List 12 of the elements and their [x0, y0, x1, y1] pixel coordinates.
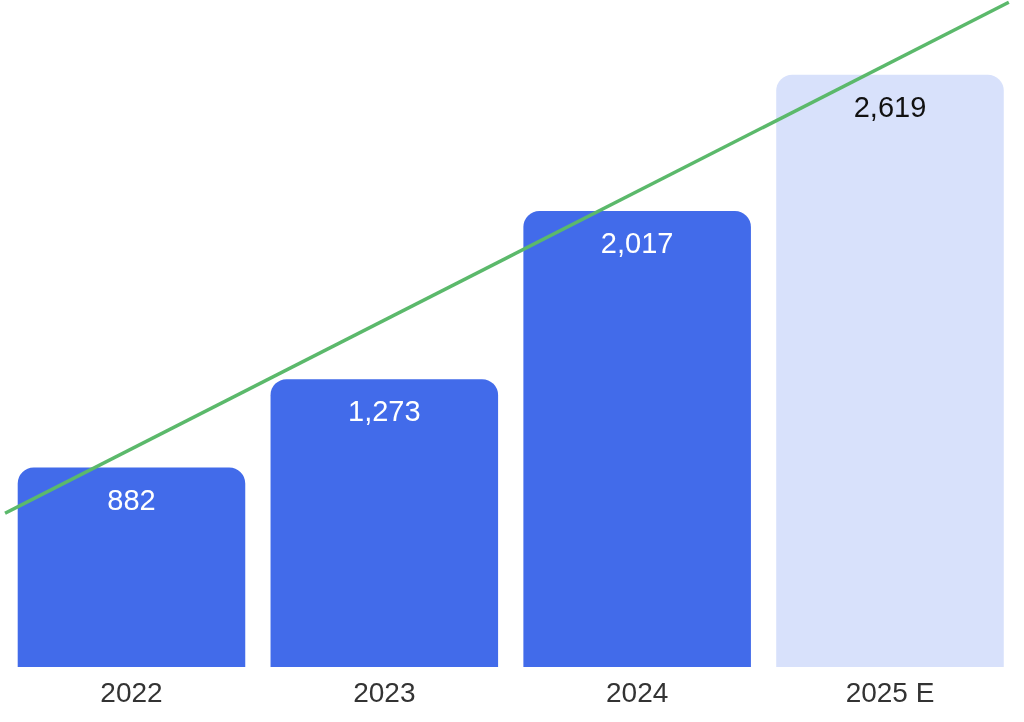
x-tick-label: 2022 [100, 677, 163, 708]
x-tick-label: 2025 E [845, 677, 935, 708]
bar [270, 379, 499, 667]
x-tick-label: 2024 [606, 677, 669, 708]
data-label: 1,273 [348, 395, 421, 428]
bar [776, 74, 1004, 667]
data-label: 882 [107, 483, 156, 516]
data-label: 2,619 [853, 90, 927, 123]
data-label: 2,017 [600, 226, 674, 259]
x-tick-label: 2023 [353, 677, 416, 708]
bar [523, 210, 751, 667]
bar [17, 467, 246, 667]
